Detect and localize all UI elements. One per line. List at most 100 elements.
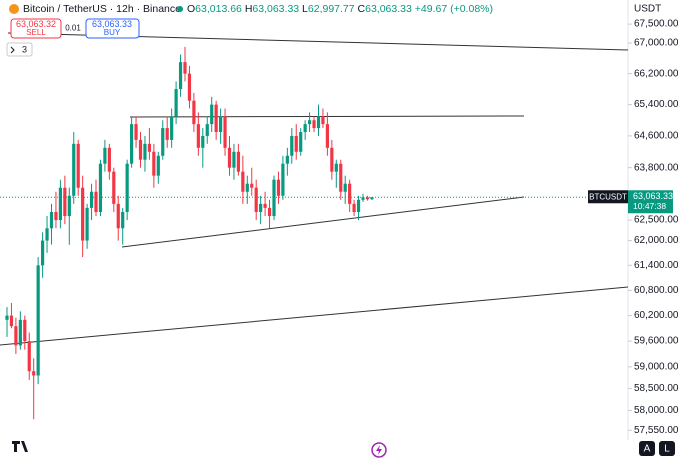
candle-body <box>81 187 85 241</box>
bolt <box>376 445 382 455</box>
candle-body <box>236 151 240 172</box>
candle-body <box>14 326 18 346</box>
candle-body <box>165 128 169 140</box>
candle-body <box>152 151 156 176</box>
candles <box>0 46 628 420</box>
y-tick-label: 58,500.00 <box>634 383 679 394</box>
events-icon[interactable] <box>371 442 387 458</box>
ohlc-key: O <box>187 3 195 15</box>
drawings-toggle[interactable] <box>6 42 33 57</box>
ohlc-key: H <box>245 3 253 15</box>
sell-label: SELL <box>26 28 46 37</box>
candle-body <box>272 179 276 217</box>
candle-body <box>5 315 9 320</box>
ohlc-value: 63,063.33 <box>365 3 412 15</box>
candle-body <box>205 124 209 136</box>
y-tick-label: 59,000.00 <box>634 362 679 373</box>
ohlc-value: 63,063.33 <box>252 3 299 15</box>
price-tag: BTCUSDT 63,063.33 10:47:38 <box>588 190 673 214</box>
candle-body <box>23 319 27 342</box>
candle-body <box>36 265 40 376</box>
status-dot <box>177 6 183 12</box>
candle-body <box>299 132 303 152</box>
candle-body <box>63 187 67 217</box>
candle-body <box>121 211 125 229</box>
candle-body <box>254 187 258 212</box>
candle-body <box>303 124 307 133</box>
candle-body <box>259 203 263 212</box>
candle-body <box>58 187 62 221</box>
y-tick-label: 58,000.00 <box>634 405 679 416</box>
candle-body <box>232 151 236 168</box>
candle-body <box>361 197 365 200</box>
y-tick-label: 62,000.00 <box>634 235 679 246</box>
candle-body <box>89 191 94 208</box>
ohlc-key: C <box>358 3 366 15</box>
candle-body <box>54 211 58 221</box>
candle-body <box>94 191 98 212</box>
candle-body <box>130 124 134 164</box>
tag-countdown: 10:47:38 <box>633 201 666 211</box>
candle-body <box>116 203 120 229</box>
candle-body <box>125 163 129 212</box>
log-button[interactable] <box>659 441 675 456</box>
spread: 0.01 <box>65 24 81 33</box>
candle-body <box>227 147 232 168</box>
candle-body <box>161 128 165 156</box>
candle-body <box>183 62 187 74</box>
candle-body <box>294 135 298 152</box>
y-tick-label: 67,000.00 <box>634 38 679 49</box>
candle-body <box>147 143 151 152</box>
candle-body <box>348 183 352 204</box>
candle-body <box>214 104 218 133</box>
drawings-count: 3 <box>22 44 27 54</box>
change: +49.67 (+0.08%) <box>415 3 493 15</box>
candle-body <box>370 197 374 200</box>
candle-body <box>134 124 138 140</box>
candle-body <box>316 116 321 129</box>
tag-symbol: BTCUSDT <box>589 192 627 201</box>
candle-body <box>312 120 316 129</box>
candle-body <box>285 155 289 164</box>
y-tick-label: 59,600.00 <box>634 336 679 347</box>
candle-body <box>72 143 76 196</box>
candle-body <box>32 371 36 376</box>
candle-body <box>250 183 254 188</box>
coin-icon <box>9 4 19 14</box>
candle-body <box>365 197 370 200</box>
candle-body <box>107 147 111 172</box>
candle-body <box>45 228 49 241</box>
candle-body <box>325 124 329 148</box>
y-tick-label: 63,800.00 <box>634 162 679 173</box>
symbol-box <box>588 190 628 204</box>
candle-body <box>245 183 249 192</box>
candle-body <box>143 143 147 160</box>
candle-body <box>210 104 214 125</box>
sell-button[interactable] <box>10 18 62 39</box>
candle-body <box>85 207 89 241</box>
candle-body <box>219 116 223 133</box>
candle-body <box>178 62 183 90</box>
buy-button[interactable] <box>85 18 140 39</box>
candle-body <box>330 147 334 172</box>
candle-body <box>223 116 227 148</box>
candle-body <box>170 116 174 140</box>
auto-button[interactable] <box>639 441 655 456</box>
ohlc-legend: O63,013.66 H63,063.33 L62,997.77 C63,063… <box>187 3 493 15</box>
candle-body <box>9 315 14 327</box>
candle-body <box>156 155 160 176</box>
candle-body <box>276 179 281 196</box>
tv-logo <box>12 441 28 452</box>
candle-body <box>18 319 22 346</box>
candle-body <box>27 341 31 372</box>
candle-body <box>76 143 80 188</box>
caret-icon <box>10 46 15 54</box>
candle-body <box>339 163 343 192</box>
y-tick-label: 61,400.00 <box>634 260 679 271</box>
candle-body <box>174 89 178 117</box>
trend-line <box>0 286 629 346</box>
tag-price: 63,063.33 <box>633 191 673 201</box>
y-tick-label: 66,200.00 <box>634 68 679 79</box>
candle-body <box>267 207 272 217</box>
axis-unit: USDT <box>634 4 661 15</box>
